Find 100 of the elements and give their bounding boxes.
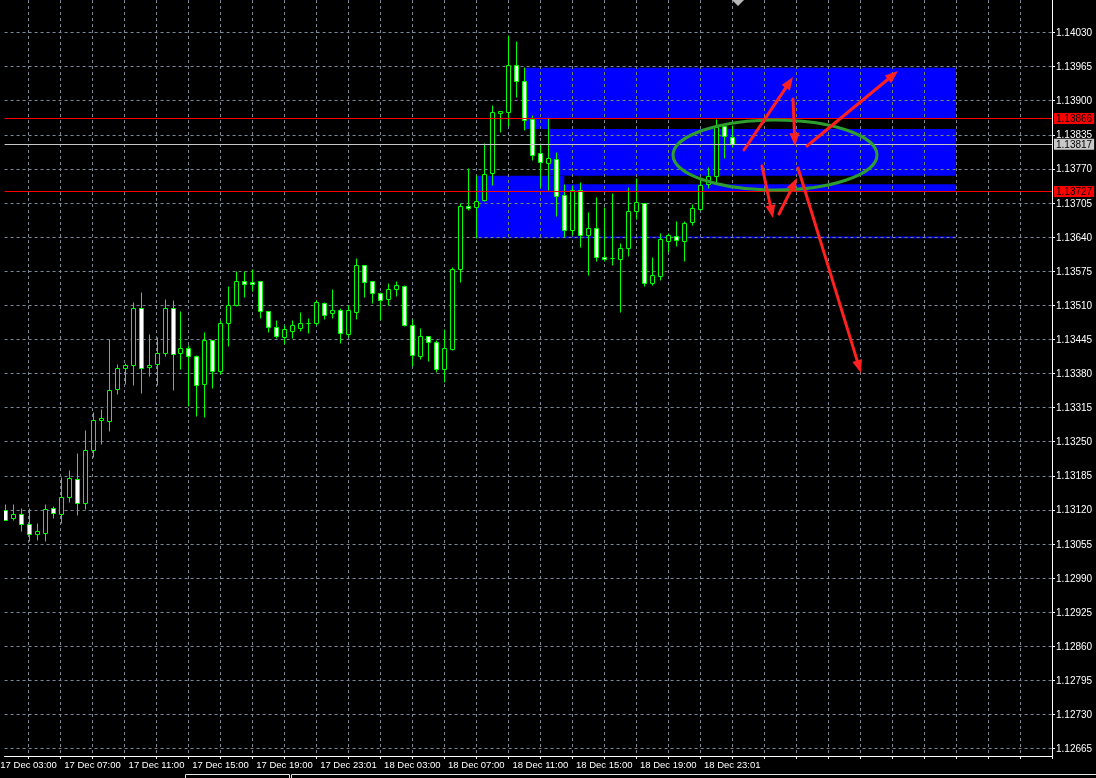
y-tick-label: 1.13315 bbox=[1056, 402, 1093, 414]
candlestick bbox=[682, 221, 687, 262]
y-tick-label: 1.12665 bbox=[1056, 743, 1093, 755]
y-tick-label: 1.13055 bbox=[1056, 538, 1093, 550]
candlestick bbox=[75, 453, 80, 516]
y-tick-label: 1.13640 bbox=[1056, 231, 1093, 243]
candlestick bbox=[674, 221, 679, 247]
y-tick-label: 1.13445 bbox=[1056, 333, 1093, 345]
candlestick bbox=[155, 337, 160, 386]
ref-line-label: 1.13866 bbox=[1056, 113, 1093, 125]
candlestick bbox=[450, 267, 455, 351]
candlestick bbox=[506, 35, 511, 127]
y-tick-label: 1.12795 bbox=[1056, 674, 1093, 686]
candlestick bbox=[426, 336, 431, 362]
candlestick bbox=[722, 125, 727, 159]
candlestick bbox=[234, 271, 239, 307]
candlestick bbox=[434, 340, 439, 373]
candlestick bbox=[314, 300, 319, 326]
candlestick bbox=[610, 193, 615, 266]
candlestick bbox=[530, 115, 535, 161]
candlestick bbox=[466, 168, 471, 211]
candlestick bbox=[115, 364, 120, 395]
candlestick bbox=[458, 203, 463, 283]
candlestick bbox=[35, 523, 40, 541]
candlestick bbox=[562, 184, 567, 238]
candlestick bbox=[514, 41, 519, 98]
candlestick bbox=[298, 312, 303, 332]
candlestick bbox=[346, 305, 351, 338]
candlestick bbox=[51, 506, 56, 519]
candlestick bbox=[123, 363, 128, 385]
candlestick bbox=[578, 182, 583, 248]
candlestick bbox=[402, 285, 407, 327]
candlestick bbox=[490, 105, 495, 186]
candlestick bbox=[474, 175, 479, 239]
candlestick bbox=[354, 258, 359, 320]
y-tick-label: 1.12730 bbox=[1056, 709, 1093, 721]
x-tick-label: 18 Dec 07:00 bbox=[448, 758, 505, 770]
candlestick bbox=[282, 325, 287, 345]
candlestick bbox=[59, 477, 64, 524]
candlestick bbox=[202, 332, 207, 418]
candlestick bbox=[642, 203, 647, 287]
candlestick bbox=[714, 119, 719, 183]
candlestick bbox=[338, 308, 343, 344]
candlestick bbox=[147, 334, 152, 377]
candlestick bbox=[163, 299, 168, 357]
y-tick-label: 1.14030 bbox=[1056, 27, 1093, 39]
candlestick bbox=[482, 143, 487, 202]
y-tick-label: 1.13965 bbox=[1056, 61, 1093, 73]
candlestick bbox=[698, 180, 703, 211]
candlestick bbox=[546, 118, 551, 191]
candlestick bbox=[666, 233, 671, 253]
y-tick-label: 1.13770 bbox=[1056, 163, 1093, 175]
x-tick-label: 18 Dec 19:00 bbox=[639, 758, 697, 770]
y-tick-label: 1.13900 bbox=[1056, 95, 1093, 107]
x-tick-label: 17 Dec 07:00 bbox=[64, 758, 121, 770]
candlestick bbox=[210, 340, 215, 389]
candlestick bbox=[626, 187, 631, 257]
candlestick bbox=[274, 320, 279, 339]
candlestick bbox=[634, 178, 639, 220]
candlestick bbox=[290, 320, 295, 339]
candlestick bbox=[242, 271, 247, 298]
candlestick bbox=[410, 319, 415, 367]
candlestick bbox=[178, 311, 183, 370]
candlestick bbox=[570, 185, 575, 236]
x-tick-label: 18 Dec 03:00 bbox=[384, 758, 441, 770]
candlestick bbox=[258, 281, 263, 319]
candlestick bbox=[139, 292, 144, 394]
candlestick bbox=[218, 320, 223, 375]
candlestick bbox=[418, 328, 423, 360]
x-tick-label: 18 Dec 11:00 bbox=[512, 758, 569, 770]
x-tick-label: 17 Dec 03:00 bbox=[0, 758, 57, 770]
candlestick bbox=[650, 257, 655, 286]
y-tick-label: 1.13185 bbox=[1056, 470, 1093, 482]
y-tick-label: 1.13510 bbox=[1056, 299, 1093, 311]
y-tick-label: 1.12990 bbox=[1056, 572, 1093, 584]
x-tick-label: 17 Dec 23:01 bbox=[320, 758, 377, 770]
y-tick-label: 1.13835 bbox=[1056, 129, 1093, 141]
candlestick bbox=[186, 345, 191, 407]
x-tick-label: 17 Dec 15:00 bbox=[192, 758, 249, 770]
candlestick bbox=[658, 233, 663, 281]
candlestick bbox=[602, 207, 607, 262]
candlestick bbox=[442, 329, 447, 383]
candlestick bbox=[131, 302, 136, 386]
candlestick bbox=[67, 470, 72, 503]
candlestick bbox=[171, 300, 176, 391]
candlestick bbox=[330, 289, 335, 319]
candlestick bbox=[322, 302, 327, 320]
y-tick-label: 1.12860 bbox=[1056, 640, 1093, 652]
y-tick-label: 1.13380 bbox=[1056, 368, 1093, 380]
candlestick bbox=[730, 125, 735, 148]
y-tick-label: 1.12925 bbox=[1056, 606, 1093, 618]
x-tick-label: 18 Dec 15:00 bbox=[576, 758, 633, 770]
y-tick-label: 1.13120 bbox=[1056, 504, 1093, 516]
candlestick bbox=[43, 504, 48, 542]
candlestick bbox=[690, 204, 695, 226]
y-tick-label: 1.13575 bbox=[1056, 265, 1093, 277]
candlestick bbox=[226, 286, 231, 347]
candlestick bbox=[107, 339, 112, 432]
candlestick bbox=[618, 243, 623, 313]
candlestick bbox=[266, 311, 271, 333]
